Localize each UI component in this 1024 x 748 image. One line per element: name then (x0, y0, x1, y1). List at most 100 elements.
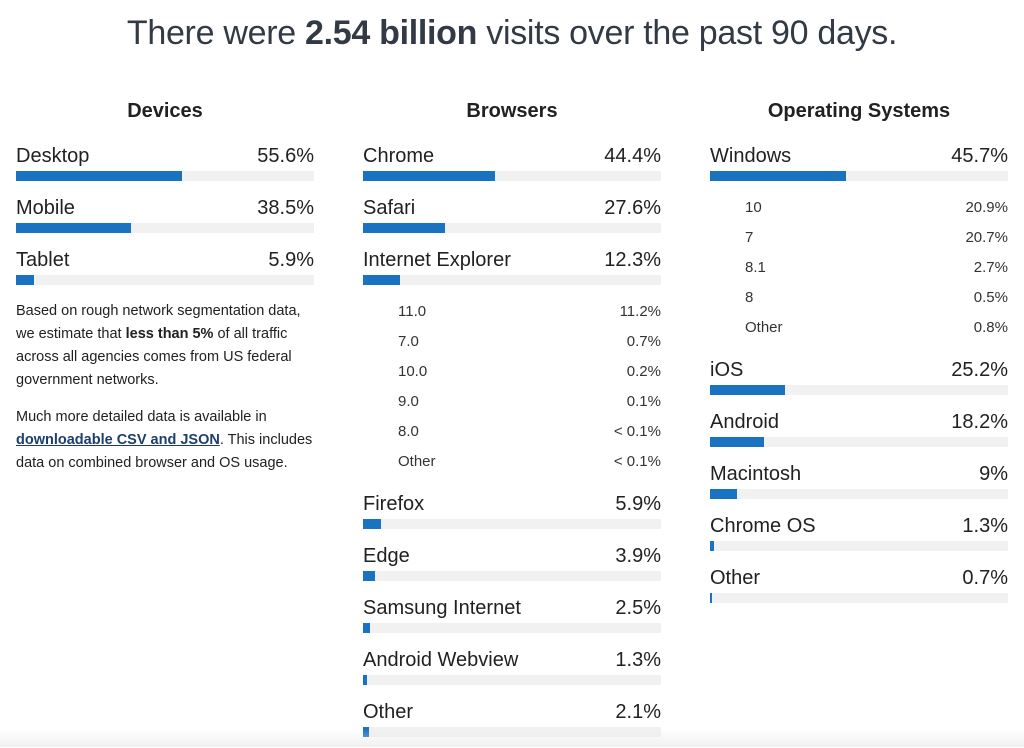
os-version-row: Other 0.8% (745, 314, 1008, 344)
browser-version-label: 10.0 (398, 363, 428, 380)
device-percentage: 38.5% (257, 197, 314, 219)
network-note-emphasis: less than 5% (125, 326, 214, 342)
browser-version-label: 8.0 (398, 423, 419, 440)
os-bar-fill (710, 171, 847, 181)
browser-percentage: 3.9% (615, 545, 661, 567)
os-percentage: 9% (979, 463, 1008, 485)
devices-note: Based on rough network segmentation data… (16, 300, 314, 475)
browser-bar-track (363, 171, 661, 181)
device-label: Tablet (16, 249, 70, 271)
device-label: Mobile (16, 197, 75, 219)
os-row-macintosh: Macintosh 9% (710, 458, 1008, 510)
os-label: Other (710, 567, 761, 589)
browser-bar-fill (363, 675, 367, 685)
browser-percentage: 44.4% (604, 145, 661, 167)
os-version-percentage: 0.8% (973, 319, 1008, 336)
browser-version-percentage: < 0.1% (613, 453, 661, 470)
browser-bar-track (363, 223, 661, 233)
browser-label: Samsung Internet (363, 597, 521, 619)
os-version-row: 7 20.7% (745, 224, 1008, 254)
devices-column: Devices Desktop 55.6% Mobile 38.5% Tablet 5.9… (16, 100, 314, 489)
browser-row-android-webview: Android Webview 1.3% (363, 644, 661, 696)
device-bar-fill (16, 223, 131, 233)
os-version-percentage: 20.7% (965, 229, 1008, 246)
browser-label: Edge (363, 545, 410, 567)
os-label: Android (710, 411, 779, 433)
browsers-title: Browsers (466, 100, 558, 122)
os-percentage: 25.2% (951, 359, 1008, 381)
os-row-ios: iOS 25.2% (710, 354, 1008, 406)
os-bar-track (710, 593, 1008, 603)
headline-visits-total: 2.54 billion (305, 14, 478, 52)
device-row-tablet: Tablet 5.9% (16, 244, 314, 296)
os-percentage: 0.7% (962, 567, 1008, 589)
browser-version-percentage: 0.2% (626, 363, 661, 380)
browser-version-row: 11.0 11.2% (398, 298, 661, 328)
os-list: Windows 45.7% 10 20.9% 7 20.7% 8.1 2.7% 8 0.5% Oth… (710, 140, 1008, 614)
os-bar-track (710, 385, 1008, 395)
device-row-desktop: Desktop 55.6% (16, 140, 314, 192)
browser-bar-fill (363, 223, 446, 233)
browser-version-label: 11.0 (398, 303, 427, 320)
browser-version-row: 9.0 0.1% (398, 388, 661, 418)
browser-version-label: 7.0 (398, 333, 419, 350)
os-row-android: Android 18.2% (710, 406, 1008, 458)
os-version-label: 8 (745, 289, 754, 306)
os-row-other: Other 0.7% (710, 562, 1008, 614)
os-version-percentage: 0.5% (973, 289, 1008, 306)
browser-row-safari: Safari 27.6% (363, 192, 661, 244)
browser-bar-track (363, 623, 661, 633)
os-bar-track (710, 437, 1008, 447)
network-note: Based on rough network segmentation data… (16, 300, 314, 392)
browser-version-list: 11.0 11.2% 7.0 0.7% 10.0 0.2% 9.0 0.1% 8.0 < 0.1%… (363, 296, 661, 488)
browser-version-percentage: < 0.1% (613, 423, 661, 440)
os-percentage: 1.3% (962, 515, 1008, 537)
device-label: Desktop (16, 145, 90, 167)
browser-version-percentage: 0.1% (626, 393, 661, 410)
browser-row-edge: Edge 3.9% (363, 540, 661, 592)
os-label: iOS (710, 359, 744, 381)
os-bar-fill (710, 541, 714, 551)
browser-label: Firefox (363, 493, 425, 515)
download-note-text-2: . This includes data on combined browser… (16, 432, 313, 471)
browser-bar-track (363, 519, 661, 529)
os-version-label: 10 (745, 199, 762, 216)
browser-row-internet-explorer: Internet Explorer 12.3% (363, 244, 661, 296)
os-version-list: 10 20.9% 7 20.7% 8.1 2.7% 8 0.5% Other 0.8% (710, 192, 1008, 354)
os-bar-fill (710, 489, 737, 499)
device-bar-track (16, 275, 314, 285)
browser-bar-fill (363, 171, 496, 181)
download-note: Much more detailed data is available in … (16, 406, 314, 475)
browser-percentage: 2.1% (615, 701, 661, 723)
os-version-label: Other (745, 319, 783, 336)
browser-version-row: Other < 0.1% (398, 448, 661, 478)
os-version-row: 8 0.5% (745, 284, 1008, 314)
headline-suffix: visits over the past 90 days. (486, 14, 898, 52)
browser-version-label: 9.0 (398, 393, 419, 410)
browser-bar-track (363, 571, 661, 581)
os-label: Chrome OS (710, 515, 816, 537)
browser-version-row: 10.0 0.2% (398, 358, 661, 388)
device-row-mobile: Mobile 38.5% (16, 192, 314, 244)
browser-percentage: 5.9% (615, 493, 661, 515)
network-note-text-2: of all traffic across all agencies comes… (16, 326, 292, 388)
os-bar-fill (710, 593, 713, 603)
device-bar-track (16, 171, 314, 181)
os-column: Operating Systems Windows 45.7% 10 20.9% 7 20… (710, 100, 1008, 614)
os-bar-track (710, 171, 1008, 181)
browser-label: Internet Explorer (363, 249, 511, 271)
browser-bar-track (363, 675, 661, 685)
os-percentage: 18.2% (951, 411, 1008, 433)
download-data-link[interactable]: downloadable CSV and JSON (16, 432, 220, 448)
network-note-text-1: Based on rough network segmentation data… (16, 303, 301, 342)
device-percentage: 5.9% (268, 249, 314, 271)
os-version-percentage: 2.7% (973, 259, 1008, 276)
os-row-chrome-os: Chrome OS 1.3% (710, 510, 1008, 562)
browser-label: Other (363, 701, 414, 723)
browser-version-row: 8.0 < 0.1% (398, 418, 661, 448)
browser-bar-track (363, 275, 661, 285)
os-bar-track (710, 489, 1008, 499)
browsers-list: Chrome 44.4% Safari 27.6% Internet Explorer 1… (363, 140, 661, 748)
os-version-row: 10 20.9% (745, 194, 1008, 224)
browser-bar-fill (363, 519, 381, 529)
